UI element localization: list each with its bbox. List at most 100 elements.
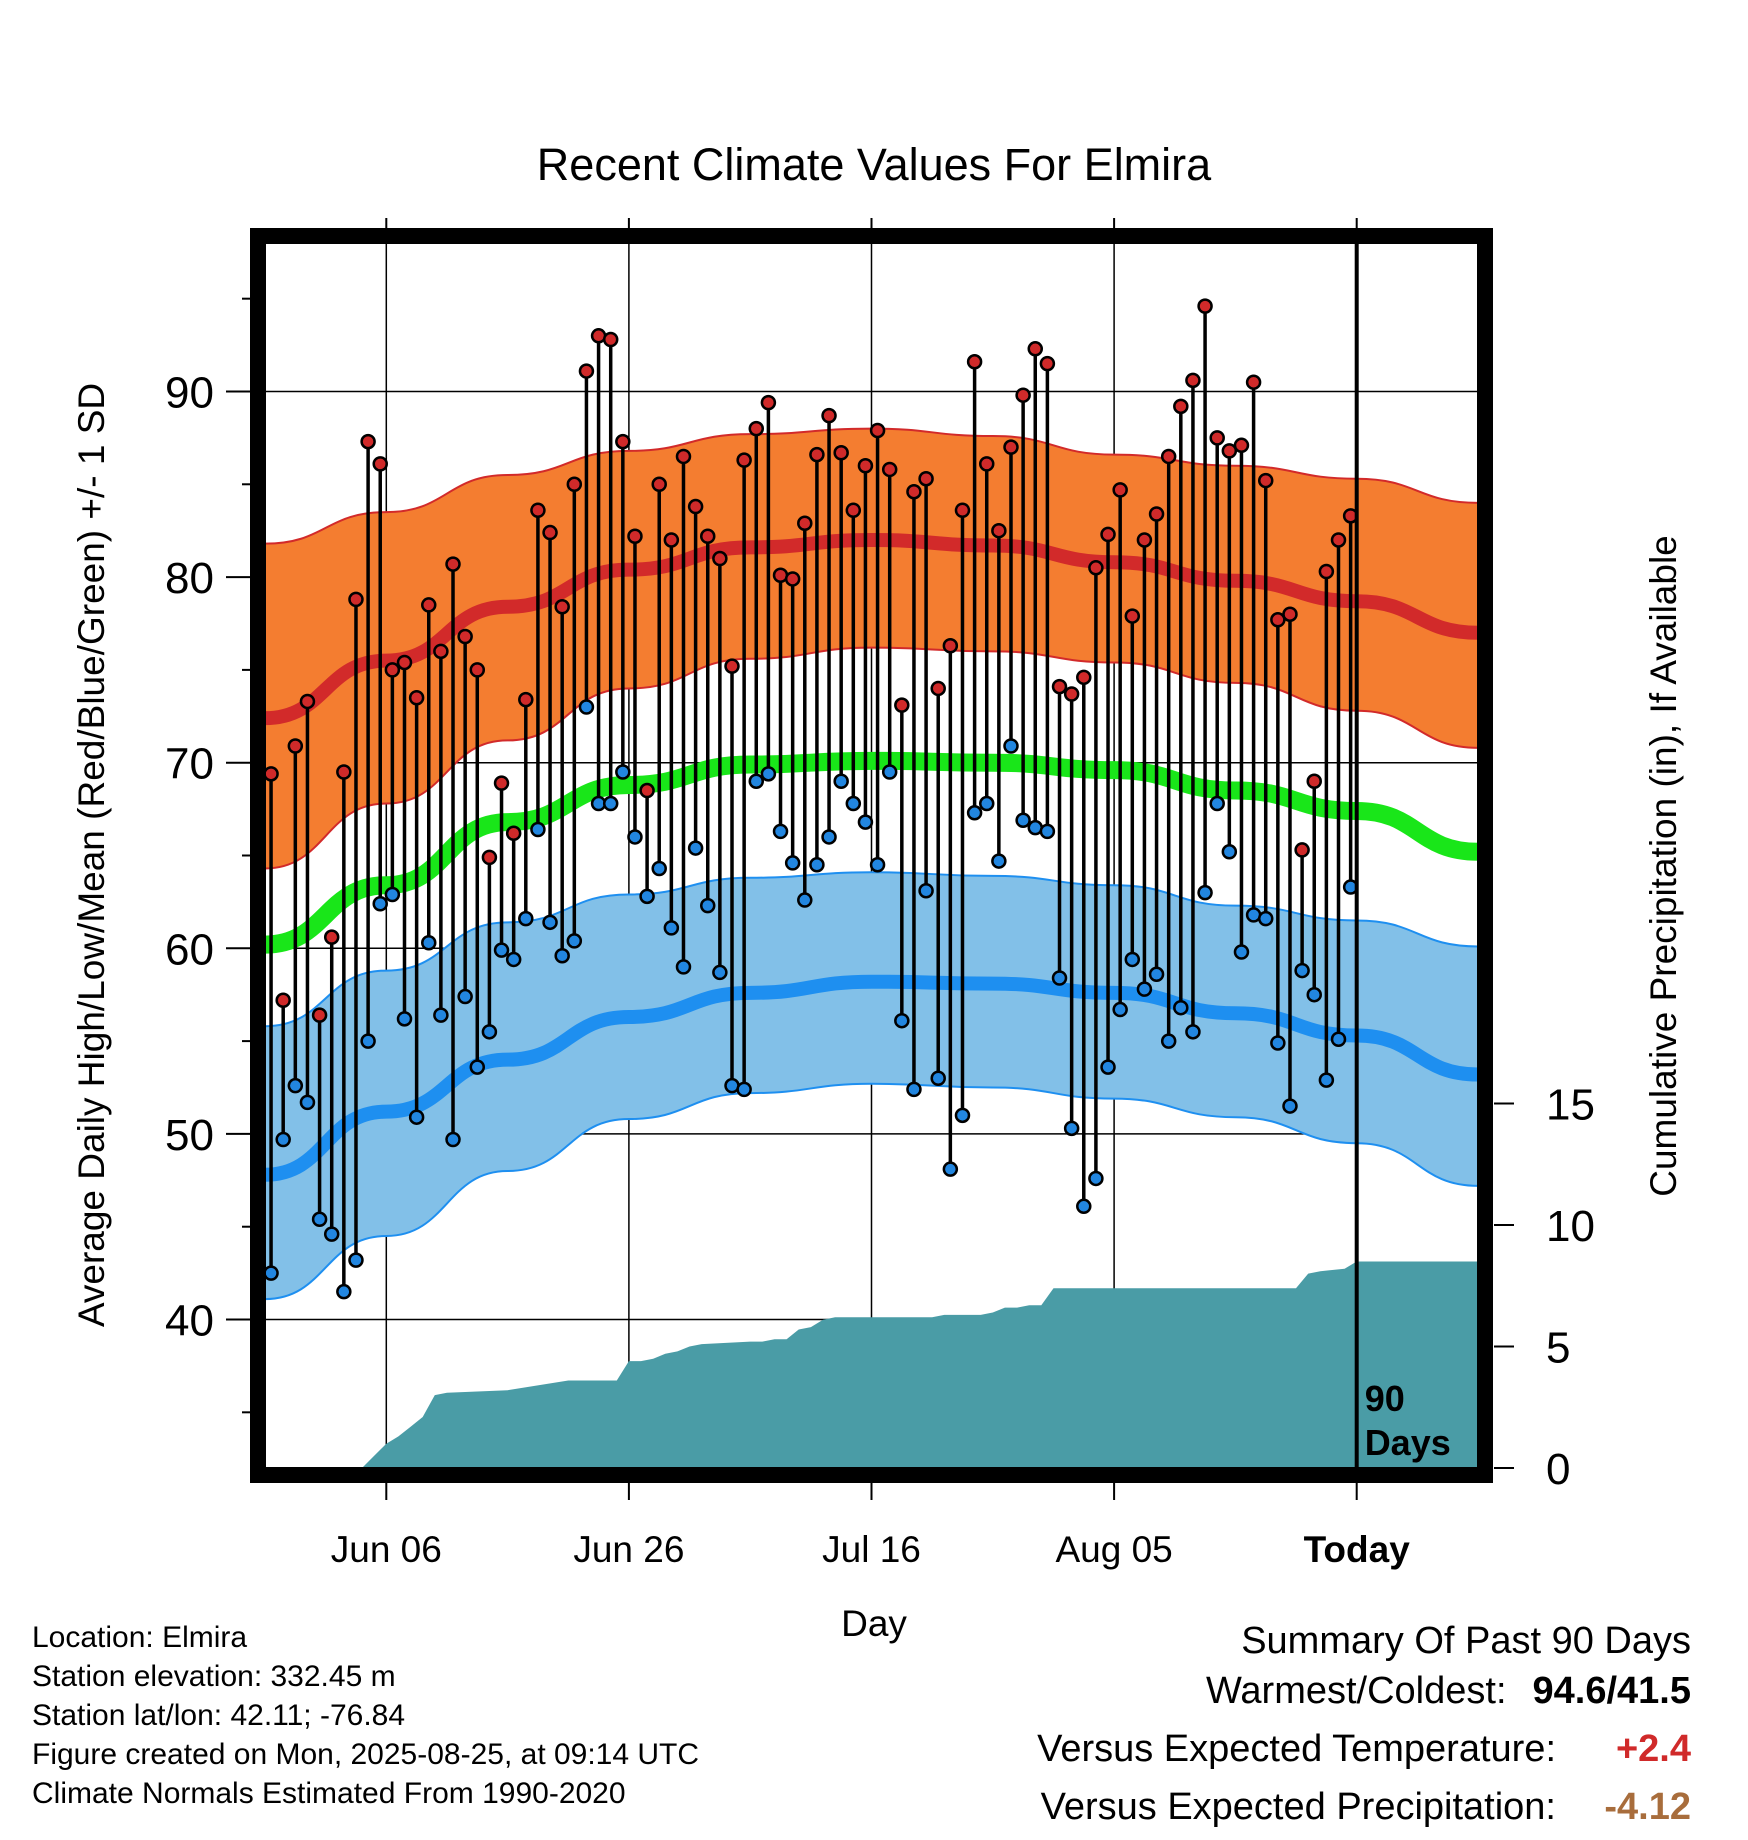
summary-heading: Summary Of Past 90 Days bbox=[1241, 1620, 1691, 1662]
daily-high-point bbox=[348, 591, 364, 608]
daily-high-point bbox=[1257, 472, 1274, 489]
daily-high-point bbox=[966, 354, 983, 370]
location-text: Location: Elmira bbox=[32, 1621, 248, 1654]
daily-high-point bbox=[1221, 443, 1238, 459]
daily-low-point bbox=[265, 1265, 279, 1281]
daily-high-point bbox=[493, 775, 510, 791]
daily-low-point bbox=[1233, 944, 1250, 960]
daily-low-point bbox=[809, 857, 825, 873]
daily-low-point bbox=[1257, 910, 1274, 927]
daily-low-point bbox=[857, 814, 874, 830]
today-marker-label: Days bbox=[1365, 1422, 1451, 1463]
y-tick-label: 90 bbox=[165, 368, 214, 417]
daily-low-point bbox=[348, 1252, 364, 1268]
daily-low-point bbox=[978, 795, 995, 812]
daily-low-point bbox=[542, 914, 558, 931]
daily-high-point bbox=[942, 638, 959, 654]
daily-low-point bbox=[1015, 812, 1031, 828]
daily-high-point bbox=[639, 782, 655, 799]
daily-low-point bbox=[1197, 884, 1213, 901]
precipitation-area bbox=[265, 1261, 1478, 1468]
daily-high-point bbox=[1063, 686, 1080, 702]
daily-low-point bbox=[360, 1033, 376, 1049]
daily-high-point bbox=[930, 680, 946, 697]
daily-low-point bbox=[299, 1094, 316, 1111]
daily-high-point bbox=[1173, 398, 1189, 415]
daily-high-point bbox=[421, 597, 437, 613]
daily-high-point bbox=[1015, 387, 1031, 403]
daily-high-point bbox=[1076, 669, 1092, 686]
daily-low-point bbox=[1209, 795, 1225, 812]
daily-high-point bbox=[687, 498, 704, 515]
daily-low-point bbox=[942, 1161, 959, 1177]
daily-low-point bbox=[930, 1070, 946, 1086]
daily-high-point bbox=[1088, 560, 1104, 576]
temp-departure-value: +2.4 bbox=[1615, 1728, 1691, 1770]
daily-low-point bbox=[372, 896, 388, 912]
high-normal-band bbox=[265, 427, 1478, 870]
daily-low-point bbox=[991, 853, 1007, 869]
daily-high-point bbox=[360, 433, 376, 450]
daily-high-point bbox=[1136, 532, 1153, 548]
daily-high-point bbox=[1112, 482, 1128, 498]
daily-low-point bbox=[869, 857, 886, 873]
daily-high-point bbox=[869, 422, 886, 439]
daily-high-point bbox=[396, 654, 413, 671]
daily-low-point bbox=[784, 855, 801, 871]
daily-low-point bbox=[566, 933, 583, 949]
daily-high-point bbox=[445, 556, 461, 572]
daily-high-point bbox=[602, 331, 619, 348]
daily-high-point bbox=[1027, 341, 1044, 357]
daily-high-point bbox=[906, 483, 922, 500]
daily-high-point bbox=[833, 444, 849, 461]
latlon-text: Station lat/lon: 42.11; -76.84 bbox=[32, 1699, 406, 1732]
daily-high-point bbox=[275, 992, 291, 1009]
daily-high-point bbox=[978, 456, 995, 472]
daily-low-point bbox=[1063, 1120, 1080, 1137]
daily-low-point bbox=[445, 1131, 461, 1148]
daily-high-point bbox=[675, 448, 692, 465]
daily-low-point bbox=[433, 1007, 449, 1023]
daily-low-point bbox=[1160, 1033, 1177, 1049]
daily-low-point bbox=[651, 860, 667, 877]
daily-low-point bbox=[675, 959, 692, 975]
daily-low-point bbox=[1051, 970, 1068, 986]
y-tick-label: 60 bbox=[165, 925, 214, 974]
daily-low-point bbox=[384, 886, 401, 903]
daily-high-point bbox=[881, 461, 898, 478]
daily-low-point bbox=[1221, 844, 1238, 860]
daily-low-point bbox=[530, 821, 546, 838]
daily-low-point bbox=[845, 795, 862, 812]
daily-low-point bbox=[493, 942, 510, 958]
daily-high-point bbox=[784, 571, 801, 587]
daily-low-point bbox=[602, 795, 619, 812]
daily-high-point bbox=[991, 522, 1007, 539]
daily-low-point bbox=[1306, 986, 1322, 1003]
daily-low-point bbox=[833, 773, 849, 790]
daily-low-point bbox=[1136, 981, 1153, 997]
daily-high-point bbox=[954, 502, 971, 519]
daily-high-point bbox=[857, 457, 874, 474]
x-tick-label: Jul 16 bbox=[822, 1529, 921, 1570]
daily-high-point bbox=[299, 693, 316, 710]
daily-high-point bbox=[1124, 608, 1141, 624]
daily-high-point bbox=[1306, 773, 1322, 790]
y-tick-label: 40 bbox=[165, 1297, 214, 1346]
y-tick-label: 80 bbox=[165, 554, 214, 603]
daily-high-point bbox=[1282, 606, 1298, 622]
daily-low-point bbox=[615, 764, 631, 780]
y2-tick-label: 10 bbox=[1546, 1202, 1595, 1251]
daily-high-point bbox=[265, 766, 279, 782]
daily-high-point bbox=[918, 470, 934, 487]
x-tick-label: Jun 06 bbox=[331, 1529, 442, 1570]
daily-low-point bbox=[1294, 962, 1310, 979]
daily-high-point bbox=[894, 697, 910, 713]
daily-low-point bbox=[966, 805, 983, 821]
temp-departure-label: Versus Expected Temperature: bbox=[1037, 1728, 1556, 1770]
daily-low-point bbox=[554, 947, 570, 964]
daily-high-point bbox=[505, 825, 522, 841]
daily-low-point bbox=[712, 964, 728, 981]
daily-high-point bbox=[1160, 448, 1177, 465]
daily-low-point bbox=[287, 1077, 304, 1094]
daily-low-point bbox=[881, 764, 898, 780]
